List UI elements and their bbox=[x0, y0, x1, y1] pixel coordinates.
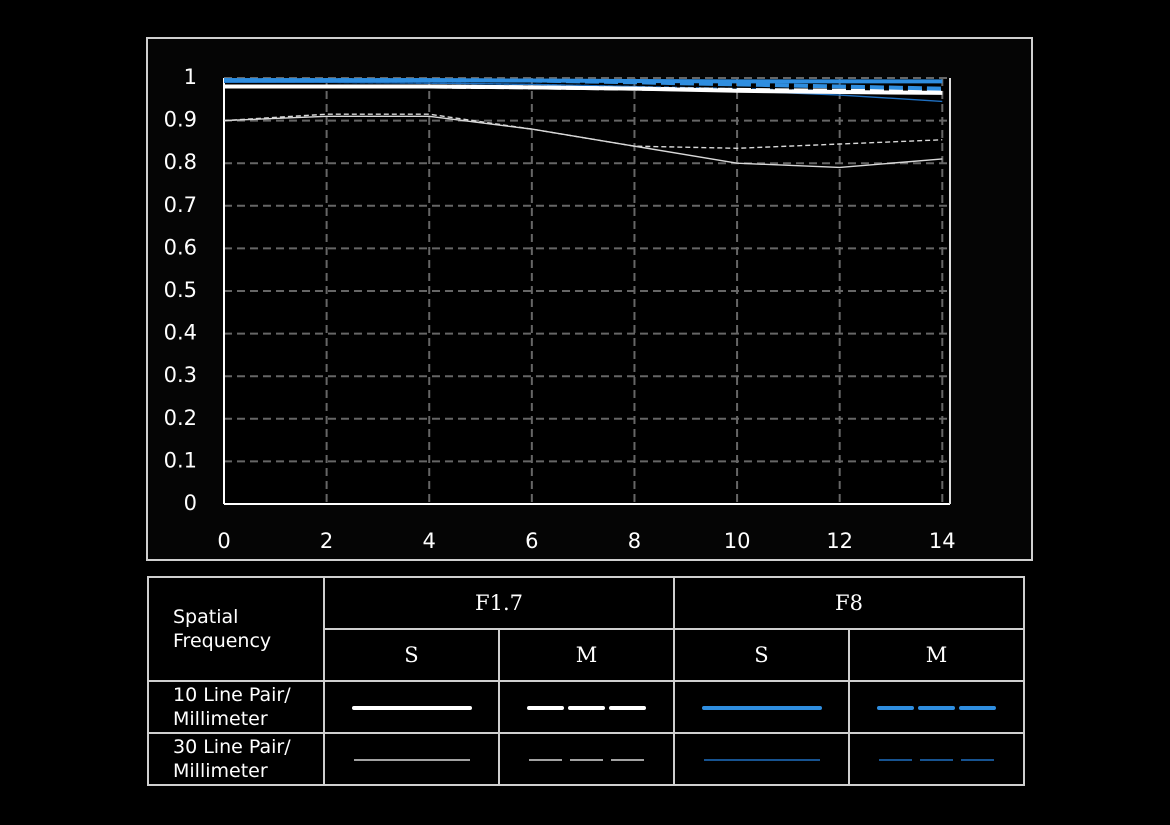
legend-swatch bbox=[353, 758, 470, 761]
y-tick-label: 0.9 bbox=[164, 108, 197, 132]
y-tick-label: 0.8 bbox=[164, 150, 197, 174]
y-tick-label: 0.1 bbox=[164, 448, 197, 472]
legend-cell bbox=[848, 680, 1025, 734]
y-tick-label: 0.3 bbox=[164, 363, 197, 387]
legend-swatch bbox=[526, 705, 647, 710]
position-header: M bbox=[498, 628, 675, 682]
series-line bbox=[224, 78, 943, 91]
y-tick-label: 0.5 bbox=[164, 278, 197, 302]
aperture-header: F8 bbox=[673, 576, 1025, 630]
y-tick-label: 0.4 bbox=[164, 321, 197, 345]
x-tick-label: 10 bbox=[724, 529, 751, 553]
legend-swatch bbox=[351, 705, 472, 710]
position-header: M bbox=[848, 628, 1025, 682]
legend-swatch bbox=[878, 758, 995, 761]
position-header: S bbox=[673, 628, 850, 682]
legend-swatch bbox=[701, 705, 822, 710]
y-tick-label: 0 bbox=[184, 491, 197, 515]
position-header: S bbox=[323, 628, 500, 682]
x-tick-label: 6 bbox=[525, 529, 538, 553]
series-line bbox=[224, 81, 943, 103]
series-line bbox=[224, 84, 943, 93]
y-tick-label: 0.6 bbox=[164, 235, 197, 259]
aperture-header: F1.7 bbox=[323, 576, 675, 630]
legend-cell bbox=[673, 732, 850, 786]
frequency-label: 30 Line Pair/ Millimeter bbox=[147, 732, 325, 786]
legend-cell bbox=[323, 680, 500, 734]
legend-cell bbox=[498, 680, 675, 734]
chart: 00.10.20.30.40.50.60.70.80.910 2 4 6 8 10 12 14 bbox=[146, 37, 1033, 561]
y-tick-label: 1 bbox=[184, 65, 197, 89]
legend-cell bbox=[498, 732, 675, 786]
frequency-label: 10 Line Pair/ Millimeter bbox=[147, 680, 325, 734]
y-tick-label: 0.7 bbox=[164, 193, 197, 217]
y-tick-label: 0.2 bbox=[164, 406, 197, 430]
legend-swatch bbox=[528, 758, 645, 761]
legend-cell bbox=[323, 732, 500, 786]
legend-swatch bbox=[703, 758, 820, 761]
legend-swatch bbox=[876, 705, 997, 710]
x-tick-label: 2 bbox=[320, 529, 333, 553]
legend-cell bbox=[673, 680, 850, 734]
x-tick-label: 12 bbox=[826, 529, 853, 553]
x-tick-label: 0 bbox=[217, 529, 230, 553]
series-line bbox=[223, 113, 943, 149]
x-tick-label: 4 bbox=[423, 529, 436, 553]
x-tick-label: 14 bbox=[929, 529, 956, 553]
x-tick-label: 8 bbox=[628, 529, 641, 553]
legend-cell bbox=[848, 732, 1025, 786]
legend-corner: Spatial Frequency bbox=[147, 576, 325, 682]
